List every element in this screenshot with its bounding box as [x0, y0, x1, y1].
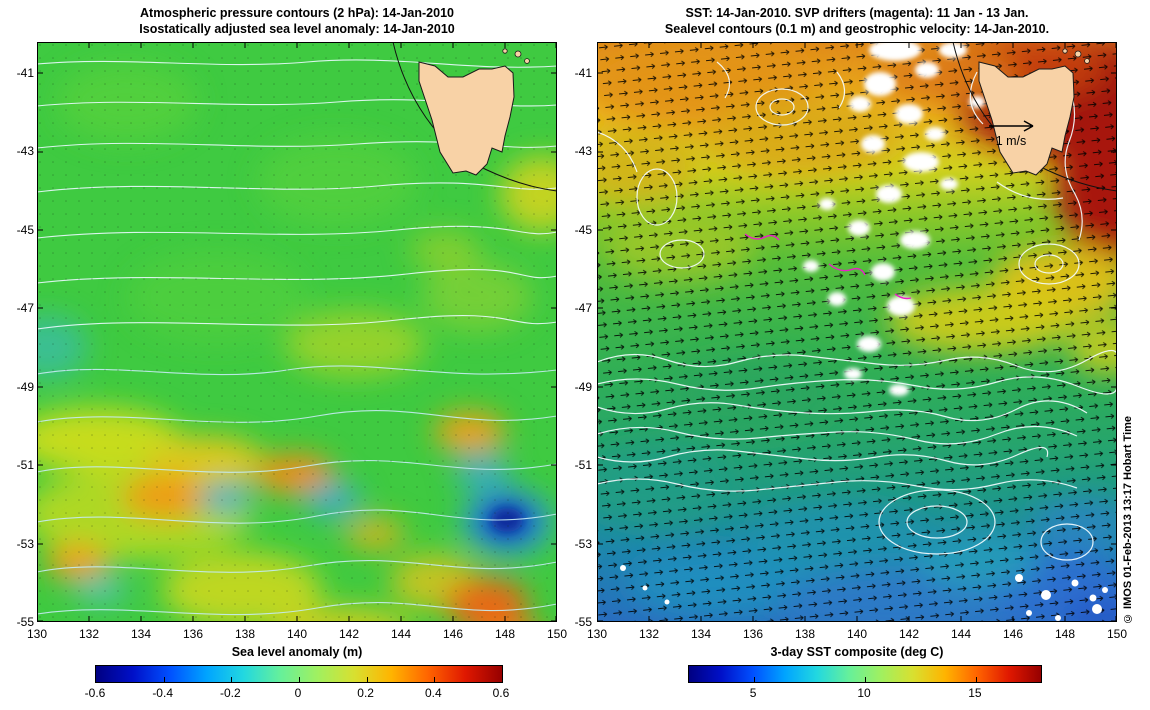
x-tick-label: 136: [182, 627, 204, 641]
sea-level-anomaly-map: [37, 42, 557, 622]
sea-level-contours: [597, 61, 1117, 561]
colorbar-tick: [975, 677, 977, 682]
y-tick-label: -45: [16, 222, 34, 237]
right-x-axis-labels: 130 132 134 136 138 140 142 144 146 148 …: [583, 627, 1131, 641]
velocity-scale-arrow-icon: [989, 120, 1034, 132]
right-colorbar-label: 3-day SST composite (deg C): [770, 645, 944, 659]
x-tick-label: 134: [130, 627, 152, 641]
colorbar-tick-label: -0.6: [84, 686, 106, 700]
x-tick-label: 142: [898, 627, 920, 641]
y-tick-label: -45: [574, 222, 592, 237]
tasmania-landmass: [418, 48, 530, 176]
x-tick-label: 136: [742, 627, 764, 641]
left-title-line1: Atmospheric pressure contours (2 hPa): 1…: [140, 6, 454, 20]
colorbar-tick: [299, 677, 300, 682]
colorbar-tick-label: 5: [749, 686, 757, 700]
left-colorbar-label: Sea level anomaly (m): [231, 645, 363, 659]
tasmania-landmass: [978, 48, 1090, 176]
y-tick-label: -41: [574, 66, 592, 80]
x-tick-label: 140: [286, 627, 308, 641]
y-tick-label: -55: [574, 614, 592, 629]
colorbar-tick: [366, 677, 368, 682]
x-tick-label: 144: [950, 627, 972, 641]
left-title-line2: Isostatically adjusted sea level anomaly…: [139, 22, 455, 36]
colorbar-tick: [865, 677, 866, 682]
x-tick-label: 138: [794, 627, 816, 641]
left-x-axis-labels: 130 132 134 136 138 140 142 144 146 148 …: [23, 627, 571, 641]
x-tick-label: 132: [638, 627, 660, 641]
x-tick-label: 146: [1002, 627, 1024, 641]
drifter-tracks: [744, 233, 912, 300]
colorbar-tick-label: 0.6: [492, 686, 510, 700]
x-tick-label: 142: [338, 627, 360, 641]
cloud-mask: [803, 42, 985, 396]
x-tick-label: 138: [234, 627, 256, 641]
left-colorbar-ticks: -0.6 -0.4 -0.2 0 0.2 0.4 0.6: [78, 686, 518, 700]
y-tick-label: -41: [16, 66, 34, 80]
colorbar-tick-label: 15: [968, 686, 982, 700]
velocity-scale-legend: 1 m/s: [989, 120, 1034, 148]
x-tick-label: 146: [442, 627, 464, 641]
velocity-scale-label: 1 m/s: [996, 134, 1027, 148]
right-panel-title: SST: 14-Jan-2010. SVP drifters (magenta)…: [597, 5, 1117, 37]
y-tick-label: -43: [574, 144, 592, 159]
plot-frame: [37, 42, 557, 622]
right-colorbar-ticks: 5 10 15: [688, 686, 1040, 700]
x-tick-label: 130: [586, 627, 608, 641]
x-tick-label: 130: [26, 627, 48, 641]
x-tick-label: 134: [690, 627, 712, 641]
y-tick-label: -51: [574, 458, 592, 473]
colorbar-tick-label: 0.2: [357, 686, 374, 700]
right-colorbar-gradient: [688, 665, 1042, 683]
sst-map: 1 m/s: [597, 42, 1117, 622]
plot-frame: [597, 42, 1117, 622]
y-tick-label: -47: [574, 301, 592, 316]
colorbar-tick-label: -0.2: [219, 686, 241, 700]
colorbar-tick-label: 0.4: [424, 686, 442, 700]
x-tick-label: 150: [1106, 627, 1128, 641]
colorbar-tick-label: 0: [294, 686, 302, 700]
cloud-specks: [620, 565, 1108, 621]
right-y-axis-labels: -41 -43 -45 -47 -49 -51 -53 -55: [560, 64, 592, 631]
x-tick-label: 148: [1054, 627, 1076, 641]
right-title-line2: Sealevel contours (0.1 m) and geostrophi…: [664, 22, 1050, 36]
y-tick-label: -53: [16, 536, 34, 551]
y-tick-label: -53: [574, 536, 592, 551]
colorbar-tick: [754, 677, 756, 682]
colorbar-tick: [163, 677, 165, 682]
left-colorbar-gradient: [95, 665, 503, 683]
x-tick-label: 148: [494, 627, 516, 641]
x-tick-label: 144: [390, 627, 412, 641]
left-y-axis-labels: -41 -43 -45 -47 -49 -51 -53 -55: [2, 64, 34, 631]
colorbar-tick: [434, 677, 436, 682]
colorbar-tick-label: 10: [857, 686, 871, 700]
colorbar-tick-label: -0.4: [152, 686, 173, 700]
y-tick-label: -51: [16, 458, 34, 473]
x-tick-label: 140: [846, 627, 868, 641]
colorbar-tick: [231, 677, 233, 682]
y-tick-label: -55: [16, 614, 34, 629]
y-tick-label: -43: [16, 144, 34, 159]
imos-credit-watermark: © IMOS 01-Feb-2013 13:17 Hobart Time: [1122, 415, 1134, 624]
y-tick-label: -49: [16, 379, 34, 394]
x-tick-label: 132: [78, 627, 100, 641]
left-panel-title: Atmospheric pressure contours (2 hPa): 1…: [37, 5, 557, 37]
right-title-line1: SST: 14-Jan-2010. SVP drifters (magenta)…: [685, 6, 1029, 20]
y-tick-label: -49: [574, 379, 592, 394]
y-tick-label: -47: [16, 301, 34, 316]
x-tick-label: 150: [546, 627, 568, 641]
